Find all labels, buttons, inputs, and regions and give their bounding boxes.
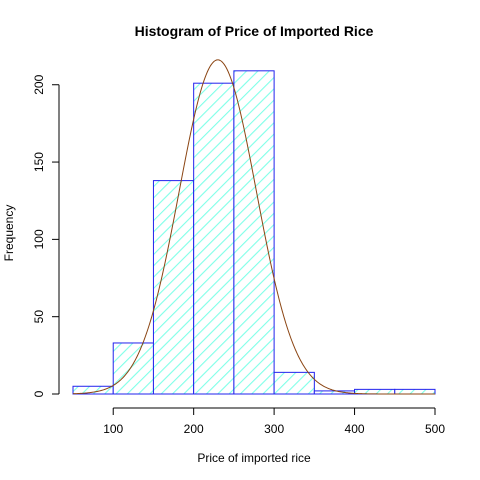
x-tick-label-100: 100 <box>103 422 123 436</box>
histogram-bar-5 <box>273 371 315 395</box>
x-tick-label-400: 400 <box>345 422 365 436</box>
histogram-bar-1 <box>112 342 154 395</box>
x-axis-label: Price of imported rice <box>197 451 311 465</box>
y-axis-ticks: 0 50 100 150 200 <box>32 74 59 397</box>
chart-title: Histogram of Price of Imported Rice <box>135 23 374 39</box>
histogram-bar-8 <box>394 388 436 395</box>
y-tick-label-200: 200 <box>32 74 46 94</box>
density-curve <box>72 59 435 395</box>
bars-group <box>72 70 436 395</box>
x-axis-ticks: 100 200 300 400 500 <box>103 408 445 436</box>
y-tick-label-150: 150 <box>32 152 46 172</box>
histogram-bar-0 <box>72 385 114 395</box>
y-tick-label-0: 0 <box>32 390 46 397</box>
x-tick-label-300: 300 <box>264 422 284 436</box>
y-tick-label-50: 50 <box>32 310 46 324</box>
histogram-bar-3 <box>193 82 235 395</box>
x-tick-label-200: 200 <box>184 422 204 436</box>
x-tick-label-500: 500 <box>425 422 445 436</box>
y-axis-label: Frequency <box>2 205 16 262</box>
histogram-bar-2 <box>152 180 195 395</box>
y-tick-label-100: 100 <box>32 229 46 249</box>
histogram-bar-4 <box>233 70 275 395</box>
